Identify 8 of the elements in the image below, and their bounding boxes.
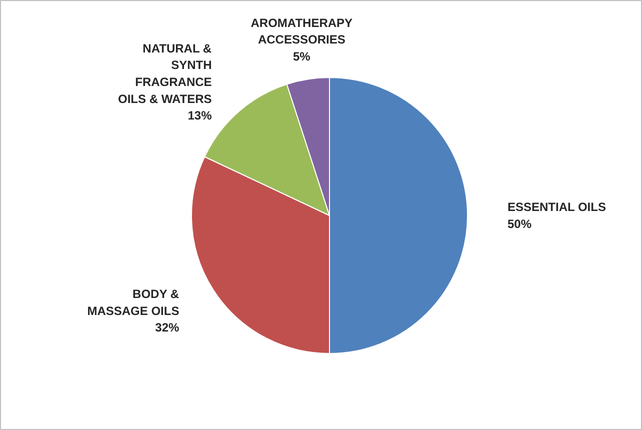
data-label: 5% <box>292 49 311 64</box>
slice-label: BODY & MASSAGE OILS <box>87 287 180 318</box>
slice-label: AROMATHERAPY ACCESSORIES <box>250 16 353 47</box>
data-label: 32% <box>155 320 180 335</box>
slice-label: NATURAL & SYNTH FRAGRANCE OILS & WATERS <box>118 41 212 106</box>
slice-label: ESSENTIAL OILS <box>508 200 606 214</box>
data-label: 13% <box>188 108 212 123</box>
data-label: 50% <box>508 216 532 231</box>
